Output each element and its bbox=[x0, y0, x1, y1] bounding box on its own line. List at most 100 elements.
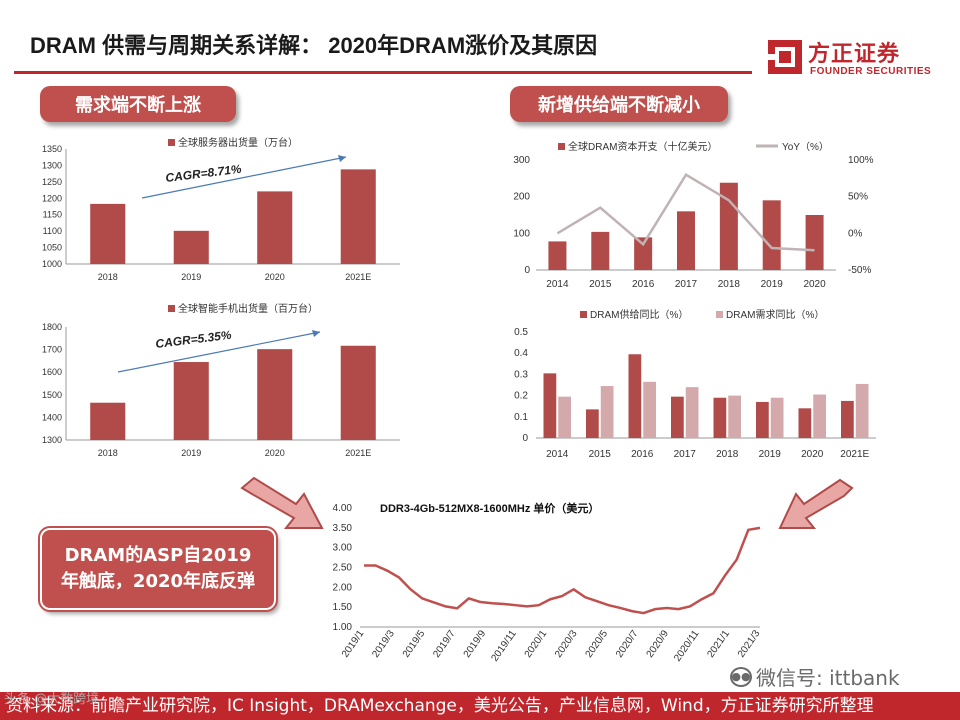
chart-price: DDR3-4Gb-512MX8-1600MHz 单价（美元） 1.00 1.50 2… bbox=[333, 501, 763, 664]
capex-legend-bar: 全球DRAM资本开支（十亿美元） bbox=[568, 140, 717, 153]
price-x-tick: 2020/7 bbox=[614, 628, 641, 660]
demand-legend: DRAM需求同比（%） bbox=[726, 309, 824, 321]
servers-legend-swatch bbox=[168, 139, 175, 146]
capex-y2-tick: 0% bbox=[848, 228, 863, 239]
price-x-tick: 2020/1 bbox=[523, 628, 550, 660]
supply-demand-plot: 0 0.1 0.2 0.3 0.4 0.5 2014 2015 2016 2017 2018 2019… bbox=[514, 327, 876, 460]
servers-y-tick: 1300 bbox=[42, 160, 62, 170]
logo-en-text: FOUNDER SECURITIES bbox=[810, 66, 932, 77]
sd-demand-bar bbox=[813, 394, 826, 438]
sd-supply-bar bbox=[671, 396, 684, 438]
servers-y-tick: 1200 bbox=[42, 193, 62, 203]
capex-y2-tick: 50% bbox=[848, 192, 868, 203]
price-y-tick: 2.00 bbox=[333, 582, 353, 593]
capex-x-tick: 2014 bbox=[546, 279, 569, 290]
sd-x-tick: 2014 bbox=[546, 449, 569, 460]
price-x-tick: 2020/5 bbox=[584, 628, 611, 660]
sd-x-tick: 2020 bbox=[801, 449, 824, 460]
price-x-tick: 2021/3 bbox=[736, 628, 763, 660]
smartphones-y-tick: 1800 bbox=[42, 322, 62, 332]
capex-x-tick: 2019 bbox=[761, 279, 784, 290]
servers-y-tick: 1100 bbox=[43, 226, 62, 236]
sd-supply-bar bbox=[586, 409, 599, 438]
capex-x-tick: 2015 bbox=[589, 279, 612, 290]
sd-y-tick: 0.4 bbox=[514, 348, 528, 359]
wechat-icon: ●● bbox=[730, 666, 752, 687]
supply-banner: 新增供给端不断减小 bbox=[510, 86, 728, 122]
smartphones-x-tick: 2020 bbox=[265, 448, 285, 458]
sd-demand-bar bbox=[855, 383, 869, 438]
capex-bar bbox=[762, 200, 781, 270]
servers-cagr-label: CAGR=8.71% bbox=[165, 162, 243, 185]
price-x-tick: 2020/11 bbox=[672, 628, 702, 664]
servers-bar bbox=[173, 230, 209, 264]
wechat-watermark-text: 微信号: ittbank bbox=[756, 666, 900, 690]
smartphones-legend-swatch bbox=[168, 305, 175, 312]
smartphones-cagr-label: CAGR=5.35% bbox=[155, 328, 233, 351]
logo-cn-text: 方正证券 bbox=[808, 42, 901, 67]
capex-bar bbox=[548, 241, 567, 270]
price-y-tick: 3.00 bbox=[333, 543, 353, 554]
sd-x-tick: 2021E bbox=[840, 449, 869, 460]
sd-x-tick: 2015 bbox=[589, 449, 612, 460]
servers-x-tick: 2019 bbox=[181, 272, 201, 282]
servers-trend-arrowhead bbox=[338, 155, 346, 162]
price-x-tick: 2019/11 bbox=[489, 628, 519, 664]
wechat-watermark: ●● 微信号: ittbank bbox=[730, 662, 900, 691]
price-x-tick: 2019/3 bbox=[370, 628, 397, 660]
price-x-tick: 2019/9 bbox=[462, 628, 489, 660]
sd-supply-bar bbox=[798, 408, 812, 438]
smartphones-bar bbox=[173, 362, 209, 440]
servers-x-tick: 2020 bbox=[265, 272, 285, 282]
smartphones-legend: 全球智能手机出货量（百万台） bbox=[178, 302, 318, 315]
sd-supply-bar bbox=[628, 354, 642, 438]
capex-plot: 0 100 200 300 -50% 0% 50% 100% 2014 2015 2016 2017 2… bbox=[513, 155, 873, 290]
chart-supply-demand: DRAM供给同比（%） DRAM需求同比（%） 0 0.1 0.2 0.3 0.4 0.5… bbox=[514, 308, 876, 460]
supply-legend: DRAM供给同比（%） bbox=[590, 308, 688, 321]
sd-y-tick: 0.2 bbox=[514, 391, 528, 402]
smartphones-x-tick: 2019 bbox=[181, 448, 201, 458]
price-line bbox=[364, 526, 761, 615]
capex-x-tick: 2020 bbox=[803, 279, 826, 290]
capex-bar bbox=[634, 237, 653, 270]
smartphones-y-tick: 1600 bbox=[42, 367, 62, 377]
servers-y-tick: 1150 bbox=[43, 210, 62, 220]
capex-bar bbox=[591, 231, 610, 270]
smartphones-bar bbox=[257, 349, 293, 440]
capex-y-tick: 100 bbox=[513, 228, 530, 239]
smartphones-y-tick: 1400 bbox=[42, 412, 62, 422]
source-footer: 资料来源：前瞻产业研究院，IC Insight，DRAMexchange，美光公… bbox=[0, 692, 960, 720]
servers-x-tick: 2018 bbox=[98, 272, 118, 282]
servers-x-tick: 2021E bbox=[345, 272, 371, 282]
sd-x-tick: 2017 bbox=[674, 449, 697, 460]
price-x-tick: 2020/9 bbox=[645, 628, 672, 660]
smartphones-bar bbox=[340, 345, 376, 440]
servers-y-tick: 1250 bbox=[42, 177, 62, 187]
supply-legend-swatch bbox=[580, 311, 587, 318]
servers-bar bbox=[257, 191, 293, 264]
servers-y-tick: 1350 bbox=[42, 144, 62, 154]
sd-x-tick: 2016 bbox=[631, 449, 654, 460]
sd-demand-bar bbox=[643, 381, 656, 438]
sd-y-tick: 0.5 bbox=[514, 327, 528, 338]
sd-demand-bar bbox=[558, 396, 571, 438]
smartphones-plot: 1300 1400 1500 1600 1700 1800 2018 2019 2020 2021… bbox=[42, 322, 400, 458]
capex-legend-line: YoY（%） bbox=[782, 141, 829, 153]
capex-bar bbox=[677, 211, 695, 270]
price-x-tick: 2019/5 bbox=[401, 628, 428, 660]
smartphones-bar bbox=[90, 402, 126, 440]
sd-supply-bar bbox=[713, 397, 727, 438]
servers-bar bbox=[90, 203, 126, 264]
smartphones-y-tick: 1300 bbox=[42, 435, 62, 445]
right-arrow-icon bbox=[778, 478, 854, 529]
page-title: DRAM 供需与周期关系详解： 2020年DRAM涨价及其原因 bbox=[30, 33, 598, 58]
title-underline bbox=[14, 71, 752, 74]
capex-bar bbox=[805, 215, 824, 270]
capex-legend-swatch bbox=[558, 143, 565, 150]
servers-trend-arrow bbox=[141, 156, 347, 199]
servers-bar bbox=[340, 169, 376, 264]
sd-y-tick: 0.1 bbox=[514, 412, 528, 423]
price-x-tick: 2020/3 bbox=[553, 628, 580, 660]
chart-servers: 全球服务器出货量（万台） 1000 1050 1100 1150 1200 1250 130… bbox=[42, 136, 400, 282]
price-title: DDR3-4Gb-512MX8-1600MHz 单价（美元） bbox=[380, 501, 599, 515]
